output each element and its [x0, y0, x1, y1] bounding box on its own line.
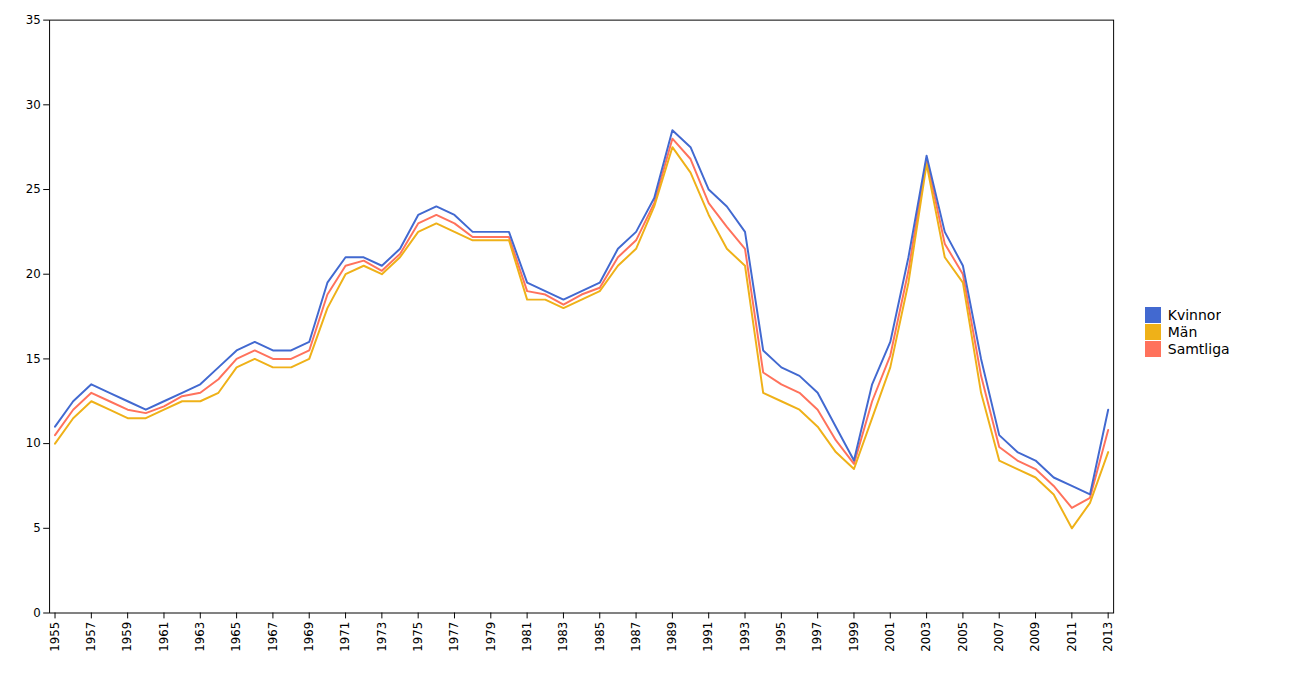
svg-text:20: 20 — [26, 267, 41, 281]
svg-text:1967: 1967 — [266, 622, 280, 652]
svg-text:1963: 1963 — [193, 622, 207, 652]
svg-text:1999: 1999 — [847, 622, 861, 652]
svg-text:1997: 1997 — [810, 622, 824, 652]
html-text:Män: Män — [1167, 323, 1198, 340]
svg-text:25: 25 — [26, 182, 41, 196]
svg-text:1991: 1991 — [701, 622, 715, 652]
svg-text:2001: 2001 — [883, 622, 897, 652]
svg-text:1969: 1969 — [302, 622, 316, 652]
svg-text:2003: 2003 — [919, 622, 933, 652]
svg-text:1987: 1987 — [629, 622, 643, 652]
svg-text:1965: 1965 — [229, 622, 243, 652]
svg-text:2007: 2007 — [992, 622, 1006, 652]
svg-text:1983: 1983 — [556, 622, 570, 652]
svg-text:1955: 1955 — [48, 622, 62, 652]
svg-text:1995: 1995 — [774, 622, 788, 652]
svg-text:1971: 1971 — [338, 622, 352, 652]
svg-text:5: 5 — [33, 521, 41, 535]
svg-text:2011: 2011 — [1065, 622, 1079, 652]
svg-text:1981: 1981 — [520, 622, 534, 652]
svg-text:1973: 1973 — [375, 622, 389, 652]
svg-text:1957: 1957 — [84, 622, 98, 652]
svg-text:30: 30 — [26, 98, 41, 112]
svg-text:1975: 1975 — [411, 622, 425, 652]
svg-text:15: 15 — [26, 352, 41, 366]
html-text:Kvinnor: Kvinnor — [1167, 306, 1222, 323]
svg-text:1959: 1959 — [120, 622, 134, 652]
svg-text:1989: 1989 — [665, 622, 679, 652]
html-text:Samtliga: Samtliga — [1167, 340, 1230, 357]
svg-text:0: 0 — [33, 606, 41, 620]
svg-text:35: 35 — [26, 13, 41, 27]
svg-text:10: 10 — [26, 436, 41, 450]
svg-text:1993: 1993 — [738, 622, 752, 652]
svg-text:2013: 2013 — [1101, 622, 1115, 652]
svg-text:1979: 1979 — [484, 622, 498, 652]
svg-text:2005: 2005 — [956, 622, 970, 652]
svg-text:1977: 1977 — [447, 622, 461, 652]
svg-text:1985: 1985 — [593, 622, 607, 652]
svg-text:1961: 1961 — [157, 622, 171, 652]
svg-text:2009: 2009 — [1028, 622, 1042, 652]
